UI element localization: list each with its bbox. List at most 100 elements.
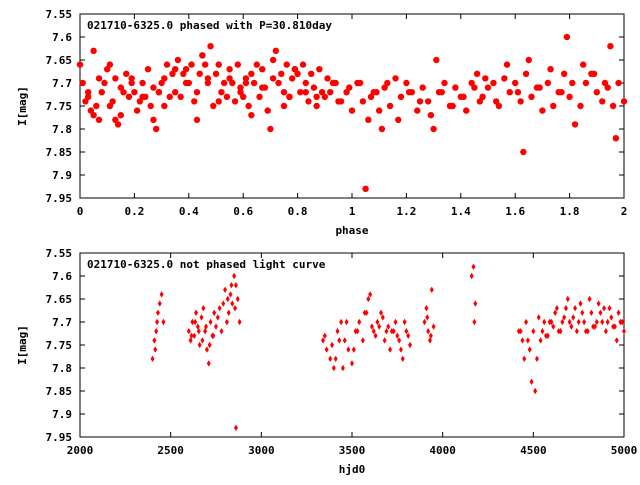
data-point [408, 341, 413, 349]
data-point [392, 75, 399, 82]
plot-title: 021710-6325.0 not phased light curve [87, 258, 326, 271]
data-point [95, 75, 103, 82]
data-point [371, 328, 376, 335]
data-point [366, 295, 371, 303]
data-point [362, 309, 367, 316]
data-point [272, 47, 280, 54]
data-point [599, 98, 606, 105]
data-point [473, 300, 478, 307]
data-point [177, 93, 184, 101]
data-point [190, 318, 195, 326]
data-point [381, 84, 388, 91]
data-point [587, 295, 592, 303]
data-point [406, 332, 411, 339]
data-point [506, 89, 513, 96]
data-point [128, 75, 135, 82]
data-point [224, 318, 229, 326]
data-point [242, 79, 250, 87]
y-tick-label: 7.85 [46, 146, 73, 159]
data-point [379, 309, 384, 316]
data-point [87, 107, 95, 114]
data-point [569, 323, 574, 330]
data-point [318, 89, 326, 96]
data-point [197, 341, 202, 349]
data-point [131, 89, 138, 96]
data-point [428, 332, 433, 339]
data-point [395, 116, 402, 124]
data-point [204, 346, 209, 353]
data-point [302, 89, 309, 96]
data-point [365, 116, 372, 124]
data-point [253, 61, 260, 68]
data-point [598, 309, 603, 316]
data-point [427, 112, 435, 119]
data-point [248, 112, 255, 119]
data-point [397, 93, 405, 101]
data-point [452, 84, 459, 91]
data-point [544, 332, 549, 339]
x-tick-label: 2000 [67, 444, 94, 457]
data-point [235, 295, 240, 303]
data-point [333, 355, 338, 362]
data-point [604, 84, 611, 91]
data-point [93, 102, 100, 110]
data-point [305, 98, 312, 105]
data-point [155, 309, 160, 316]
data-point [169, 70, 176, 78]
y-tick-label: 7.8 [52, 123, 72, 136]
data-point [232, 272, 237, 280]
data-point [397, 337, 402, 344]
data-point [240, 93, 247, 101]
y-tick-label: 7.75 [46, 100, 73, 113]
data-point [531, 328, 536, 335]
data-point [201, 61, 209, 68]
data-point [324, 75, 331, 82]
data-point [569, 79, 576, 87]
data-point [215, 61, 222, 68]
data-point [578, 300, 583, 307]
data-point [612, 323, 617, 330]
data-point [357, 318, 362, 326]
data-point [153, 346, 158, 353]
data-point [199, 52, 206, 59]
data-point [524, 318, 529, 326]
data-point [267, 125, 274, 133]
data-point [609, 314, 614, 321]
data-point [313, 93, 320, 101]
data-point [117, 84, 125, 91]
x-tick-label: 0.8 [288, 205, 308, 218]
data-point [84, 93, 92, 101]
data-point [612, 135, 620, 142]
data-point [217, 305, 222, 312]
data-point [182, 79, 190, 87]
data-point [544, 79, 552, 87]
data-point [330, 341, 335, 349]
data-point [123, 70, 130, 78]
data-point [416, 98, 424, 105]
data-point [368, 291, 373, 298]
data-point [558, 328, 563, 335]
data-point [226, 66, 233, 73]
data-point [404, 328, 409, 335]
data-point [386, 323, 391, 330]
data-point [204, 75, 212, 82]
data-point [398, 346, 403, 353]
data-point [82, 98, 89, 105]
data-point [600, 318, 605, 326]
data-point [373, 89, 380, 96]
data-point [529, 378, 534, 385]
data-point [155, 318, 160, 326]
data-point [218, 89, 225, 96]
data-point [603, 328, 608, 335]
data-point [550, 102, 557, 110]
data-point [400, 355, 405, 362]
data-point [324, 346, 329, 353]
data-point [514, 89, 522, 96]
data-point [104, 66, 111, 73]
data-point [95, 116, 103, 124]
data-point [245, 102, 252, 110]
data-point [84, 89, 92, 96]
data-point [161, 318, 166, 326]
data-point [150, 84, 157, 91]
